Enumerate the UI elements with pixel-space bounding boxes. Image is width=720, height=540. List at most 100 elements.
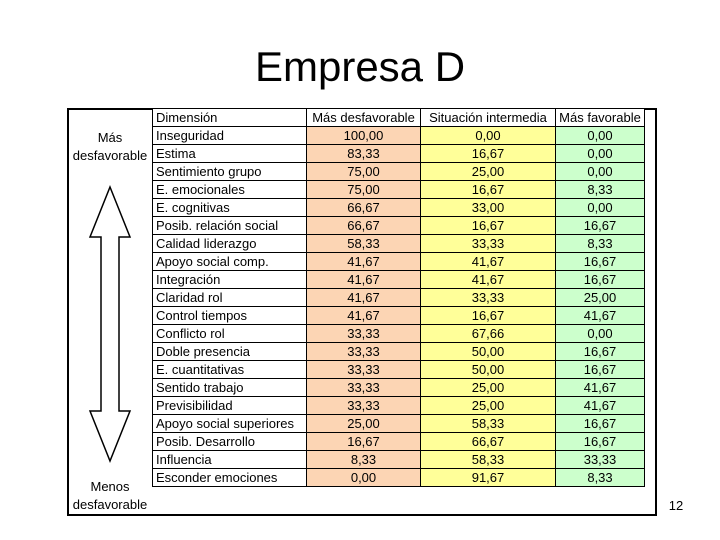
row-most-favorable: 16,67 [555, 342, 645, 361]
table-row: Claridad rol 41,67 33,33 25,00 [152, 288, 645, 307]
row-most-favorable: 0,00 [555, 162, 645, 181]
row-most-favorable: 8,33 [555, 468, 645, 487]
row-most-favorable: 8,33 [555, 234, 645, 253]
table-row: Calidad liderazgo 58,33 33,33 8,33 [152, 234, 645, 253]
row-intermediate: 41,67 [420, 270, 556, 289]
row-most-unfavorable: 75,00 [306, 180, 421, 199]
row-intermediate: 66,67 [420, 432, 556, 451]
row-most-favorable: 16,67 [555, 216, 645, 235]
side-label-top: Más desfavorable [67, 129, 153, 165]
row-dimension: Doble presencia [152, 342, 307, 361]
slide-number: 12 [668, 498, 684, 513]
row-most-unfavorable: 66,67 [306, 198, 421, 217]
row-dimension: Integración [152, 270, 307, 289]
row-intermediate: 58,33 [420, 450, 556, 469]
header-most-unfavorable: Más desfavorable [306, 108, 421, 127]
row-dimension: E. cognitivas [152, 198, 307, 217]
row-dimension: Previsibilidad [152, 396, 307, 415]
row-intermediate: 67,66 [420, 324, 556, 343]
row-most-unfavorable: 33,33 [306, 324, 421, 343]
row-most-favorable: 33,33 [555, 450, 645, 469]
row-most-unfavorable: 33,33 [306, 342, 421, 361]
row-most-favorable: 0,00 [555, 324, 645, 343]
row-most-favorable: 25,00 [555, 288, 645, 307]
row-most-unfavorable: 33,33 [306, 396, 421, 415]
row-dimension: Claridad rol [152, 288, 307, 307]
row-most-favorable: 8,33 [555, 180, 645, 199]
row-most-unfavorable: 75,00 [306, 162, 421, 181]
table-row: E. emocionales 75,00 16,67 8,33 [152, 180, 645, 199]
side-label-top-line1: Más [97, 130, 123, 145]
row-most-favorable: 16,67 [555, 360, 645, 379]
row-dimension: Control tiempos [152, 306, 307, 325]
row-most-unfavorable: 41,67 [306, 270, 421, 289]
side-label-bottom: Menos desfavorable [67, 478, 153, 514]
row-most-unfavorable: 100,00 [306, 126, 421, 145]
row-intermediate: 0,00 [420, 126, 556, 145]
row-most-favorable: 16,67 [555, 432, 645, 451]
header-most-favorable: Más favorable [555, 108, 645, 127]
table-row: Posib. relación social 66,67 16,67 16,67 [152, 216, 645, 235]
row-most-unfavorable: 83,33 [306, 144, 421, 163]
row-most-favorable: 0,00 [555, 126, 645, 145]
data-table: Dimensión Más desfavorable Situación int… [152, 108, 645, 487]
row-intermediate: 33,00 [420, 198, 556, 217]
row-dimension: Inseguridad [152, 126, 307, 145]
row-most-favorable: 41,67 [555, 378, 645, 397]
table-row: Influencia 8,33 58,33 33,33 [152, 450, 645, 469]
table-row: Inseguridad 100,00 0,00 0,00 [152, 126, 645, 145]
row-intermediate: 25,00 [420, 162, 556, 181]
header-dimension: Dimensión [152, 108, 307, 127]
table-row: Posib. Desarrollo 16,67 66,67 16,67 [152, 432, 645, 451]
row-intermediate: 50,00 [420, 342, 556, 361]
row-intermediate: 33,33 [420, 234, 556, 253]
row-intermediate: 91,67 [420, 468, 556, 487]
row-most-favorable: 16,67 [555, 252, 645, 271]
row-intermediate: 25,00 [420, 396, 556, 415]
row-dimension: E. cuantitativas [152, 360, 307, 379]
row-intermediate: 16,67 [420, 144, 556, 163]
row-most-unfavorable: 25,00 [306, 414, 421, 433]
table-row: Apoyo social comp. 41,67 41,67 16,67 [152, 252, 645, 271]
table-row: Doble presencia 33,33 50,00 16,67 [152, 342, 645, 361]
row-intermediate: 16,67 [420, 216, 556, 235]
row-intermediate: 25,00 [420, 378, 556, 397]
row-dimension: Apoyo social superiores [152, 414, 307, 433]
table-row: Esconder emociones 0,00 91,67 8,33 [152, 468, 645, 487]
header-intermediate: Situación intermedia [420, 108, 556, 127]
row-most-unfavorable: 58,33 [306, 234, 421, 253]
row-dimension: Esconder emociones [152, 468, 307, 487]
row-most-unfavorable: 33,33 [306, 360, 421, 379]
row-most-unfavorable: 41,67 [306, 306, 421, 325]
row-most-unfavorable: 8,33 [306, 450, 421, 469]
row-intermediate: 58,33 [420, 414, 556, 433]
row-most-favorable: 16,67 [555, 414, 645, 433]
table-row: Conflicto rol 33,33 67,66 0,00 [152, 324, 645, 343]
row-dimension: Sentido trabajo [152, 378, 307, 397]
row-most-unfavorable: 41,67 [306, 288, 421, 307]
table-row: Integración 41,67 41,67 16,67 [152, 270, 645, 289]
row-intermediate: 16,67 [420, 180, 556, 199]
side-label-bottom-line1: Menos [90, 479, 130, 494]
table-row: Sentimiento grupo 75,00 25,00 0,00 [152, 162, 645, 181]
table-row: Previsibilidad 33,33 25,00 41,67 [152, 396, 645, 415]
row-intermediate: 16,67 [420, 306, 556, 325]
table-header-row: Dimensión Más desfavorable Situación int… [152, 108, 645, 127]
row-most-unfavorable: 0,00 [306, 468, 421, 487]
row-intermediate: 41,67 [420, 252, 556, 271]
side-label-bottom-line2: desfavorable [72, 497, 148, 512]
row-dimension: Posib. relación social [152, 216, 307, 235]
row-most-unfavorable: 66,67 [306, 216, 421, 235]
row-dimension: Posib. Desarrollo [152, 432, 307, 451]
table-row: E. cognitivas 66,67 33,00 0,00 [152, 198, 645, 217]
row-most-unfavorable: 16,67 [306, 432, 421, 451]
table-row: E. cuantitativas 33,33 50,00 16,67 [152, 360, 645, 379]
row-dimension: Influencia [152, 450, 307, 469]
side-label-top-line2: desfavorable [72, 148, 148, 163]
row-dimension: Estima [152, 144, 307, 163]
row-most-favorable: 41,67 [555, 306, 645, 325]
table-row: Control tiempos 41,67 16,67 41,67 [152, 306, 645, 325]
row-most-unfavorable: 41,67 [306, 252, 421, 271]
row-most-favorable: 0,00 [555, 144, 645, 163]
row-dimension: Conflicto rol [152, 324, 307, 343]
